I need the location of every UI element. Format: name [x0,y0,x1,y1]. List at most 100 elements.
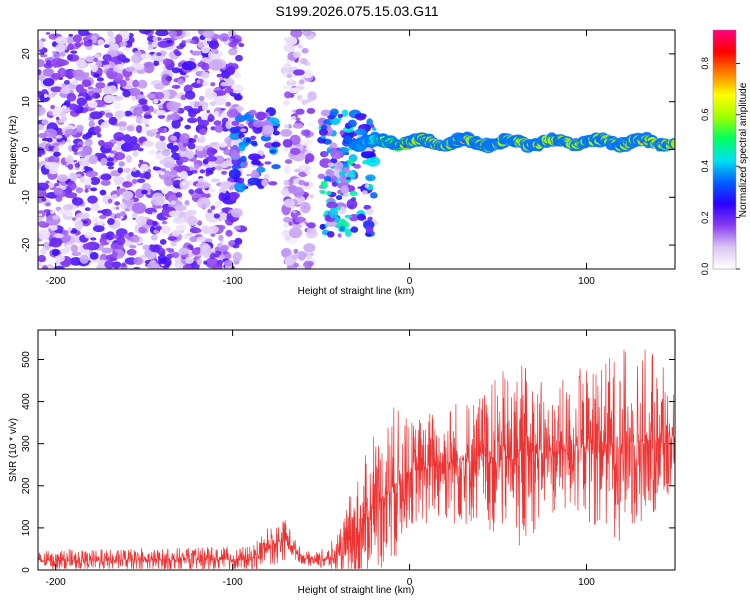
heatmap-cell [160,171,165,176]
heatmap-cell [233,72,242,79]
heatmap-cell [262,124,274,135]
heatmap-cell [179,133,191,144]
heatmap-cell [350,226,359,233]
heatmap-cell [175,192,183,198]
heatmap-cell [198,135,206,144]
heatmap-cell [121,31,130,39]
heatmap-cell [108,116,118,126]
heatmap-cell [69,257,82,266]
heatmap-cell [150,128,159,134]
heatmap-cell [293,69,305,76]
heatmap-cell [53,233,64,239]
heatmap-cell [71,251,82,257]
heatmap-cell [215,143,220,149]
heatmap-cell [45,202,51,207]
heatmap-cell [284,91,292,99]
heatmap-cell [290,116,297,121]
heatmap-cell [339,130,345,136]
heatmap-cell [95,82,106,89]
heatmap-cell [103,64,111,69]
heatmap-cell [143,61,155,74]
heatmap-cell [213,213,221,219]
heatmap-cell [298,79,305,85]
heatmap-cell [85,55,95,63]
heatmap-cell [180,94,187,101]
heatmap-cell [300,58,308,65]
heatmap-cell [351,133,358,137]
heatmap-cell [214,125,224,133]
heatmap-cell [58,209,66,215]
heatmap-cell [166,40,173,44]
heatmap-cell [128,87,141,97]
heatmap-cell [247,177,261,186]
heatmap-cell [178,247,189,255]
heatmap-cell [38,146,45,155]
heatmap-cell [94,125,102,134]
heatmap-cell [47,111,53,116]
heatmap-cell [38,58,45,68]
heatmap-cell [63,80,70,85]
heatmap-cell [282,138,293,148]
heatmap-cell [367,216,373,221]
heatmap-cell [220,108,226,111]
heatmap-cell [297,44,303,49]
heatmap-cell [46,59,52,66]
heatmap-cell [188,138,194,143]
heatmap-cell [228,108,239,117]
heatmap-cell [39,53,48,58]
heatmap-cell [232,251,243,262]
heatmap-cell [302,69,314,79]
heatmap-cell [93,73,100,78]
heatmap-cell [284,159,293,164]
heatmap-cell [284,36,298,46]
heatmap-cell [210,189,216,192]
heatmap-cell [672,140,675,147]
heatmap-cell [248,109,257,116]
heatmap-cell [76,59,87,69]
heatmap-cell [49,225,58,231]
heatmap-cell [177,141,184,148]
heatmap-cell [129,244,137,249]
heatmap-cell [181,40,187,44]
heatmap-cell [82,220,88,224]
heatmap-cell [300,139,313,147]
heatmap-cell [138,173,150,179]
heatmap-cell [97,259,107,266]
y-tick-label: 20 [21,48,32,60]
heatmap-cell [89,187,98,192]
heatmap-cell [71,197,84,206]
heatmap-cell [113,131,125,142]
heatmap-cell [196,197,211,209]
heatmap-cell [347,159,354,166]
y-tick-label: -10 [21,190,32,205]
heatmap-cell [168,30,178,38]
heatmap-cell [133,266,141,269]
heatmap-cell [307,261,314,267]
heatmap-cell [67,43,74,51]
heatmap-cell [131,53,142,64]
heatmap-cell [283,62,292,68]
heatmap-cell [125,155,133,163]
heatmap-cell [59,111,67,118]
heatmap-cell [366,208,374,215]
heatmap-cell [92,225,105,233]
heatmap-cell [119,41,128,47]
heatmap-cell [57,67,67,78]
heatmap-cell [295,216,307,223]
heatmap-cell [153,59,159,67]
heatmap-cell [64,209,73,217]
heatmap-cell [81,79,92,88]
colorbar-frame [712,29,737,270]
heatmap-cell [289,227,303,239]
heatmap-cell [151,195,165,206]
heatmap-cell [88,86,94,90]
colorbar-ticks: 0.0 0.2 0.4 0.6 0.8 [700,57,740,275]
heatmap-cell [337,233,342,238]
heatmap-cell [122,90,131,98]
heatmap-cell [171,251,180,259]
heatmap-cell [73,159,78,163]
heatmap-cell [53,265,66,269]
heatmap-cell [198,95,205,102]
heatmap-cell [159,239,167,245]
